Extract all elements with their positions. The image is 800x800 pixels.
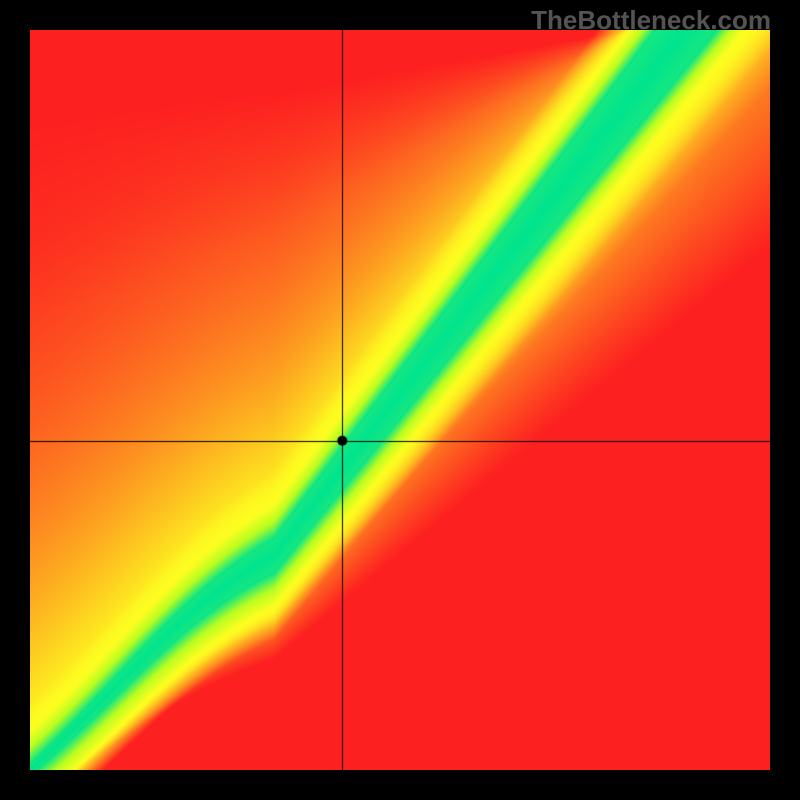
- plot-area: [30, 30, 770, 770]
- heatmap-canvas: [30, 30, 770, 770]
- chart-container: TheBottleneck.com: [0, 0, 800, 800]
- watermark-text: TheBottleneck.com: [531, 5, 771, 36]
